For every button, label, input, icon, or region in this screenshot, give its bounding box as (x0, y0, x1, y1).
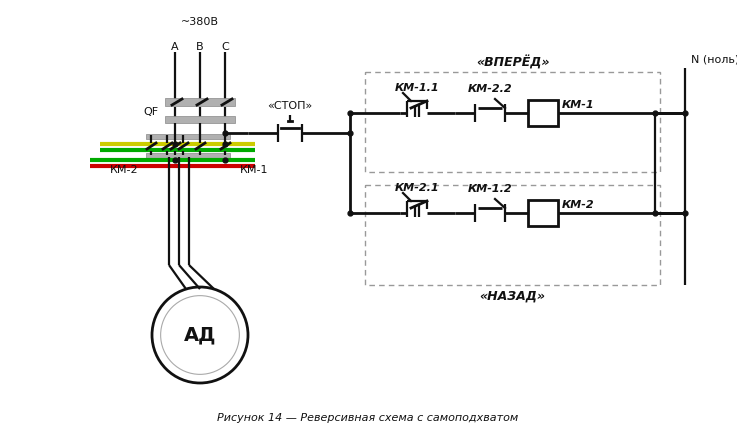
Text: N (ноль): N (ноль) (691, 54, 737, 64)
Circle shape (161, 296, 240, 375)
Circle shape (152, 287, 248, 383)
Text: C: C (221, 42, 229, 52)
Bar (528, 100, 558, 126)
Bar (365, 72, 660, 172)
Text: АД: АД (184, 326, 216, 344)
Text: КМ-1.2: КМ-1.2 (468, 184, 512, 194)
Text: A: A (171, 42, 179, 52)
Bar (165, 98, 235, 106)
Text: «СТОП»: «СТОП» (268, 101, 312, 111)
Bar (165, 116, 235, 123)
Bar (146, 153, 230, 158)
Text: КМ-1: КМ-1 (562, 100, 595, 110)
Text: QF: QF (144, 107, 159, 117)
Bar (146, 134, 230, 139)
Text: «ВПЕРЁД»: «ВПЕРЁД» (476, 56, 549, 70)
Text: КМ-1: КМ-1 (240, 165, 268, 175)
Text: ~380В: ~380В (181, 17, 219, 27)
Bar (528, 200, 558, 226)
Text: «НАЗАД»: «НАЗАД» (480, 290, 545, 302)
Text: КМ-1.1: КМ-1.1 (395, 83, 439, 93)
Text: Рисунок 14 — Реверсивная схема с самоподхватом: Рисунок 14 — Реверсивная схема с самопод… (217, 413, 519, 423)
Text: КМ-2.2: КМ-2.2 (468, 84, 512, 94)
Text: B: B (196, 42, 204, 52)
Text: КМ-2: КМ-2 (111, 165, 139, 175)
Text: КМ-2: КМ-2 (562, 200, 595, 210)
Text: КМ-2.1: КМ-2.1 (395, 183, 439, 193)
Bar (365, 185, 660, 285)
